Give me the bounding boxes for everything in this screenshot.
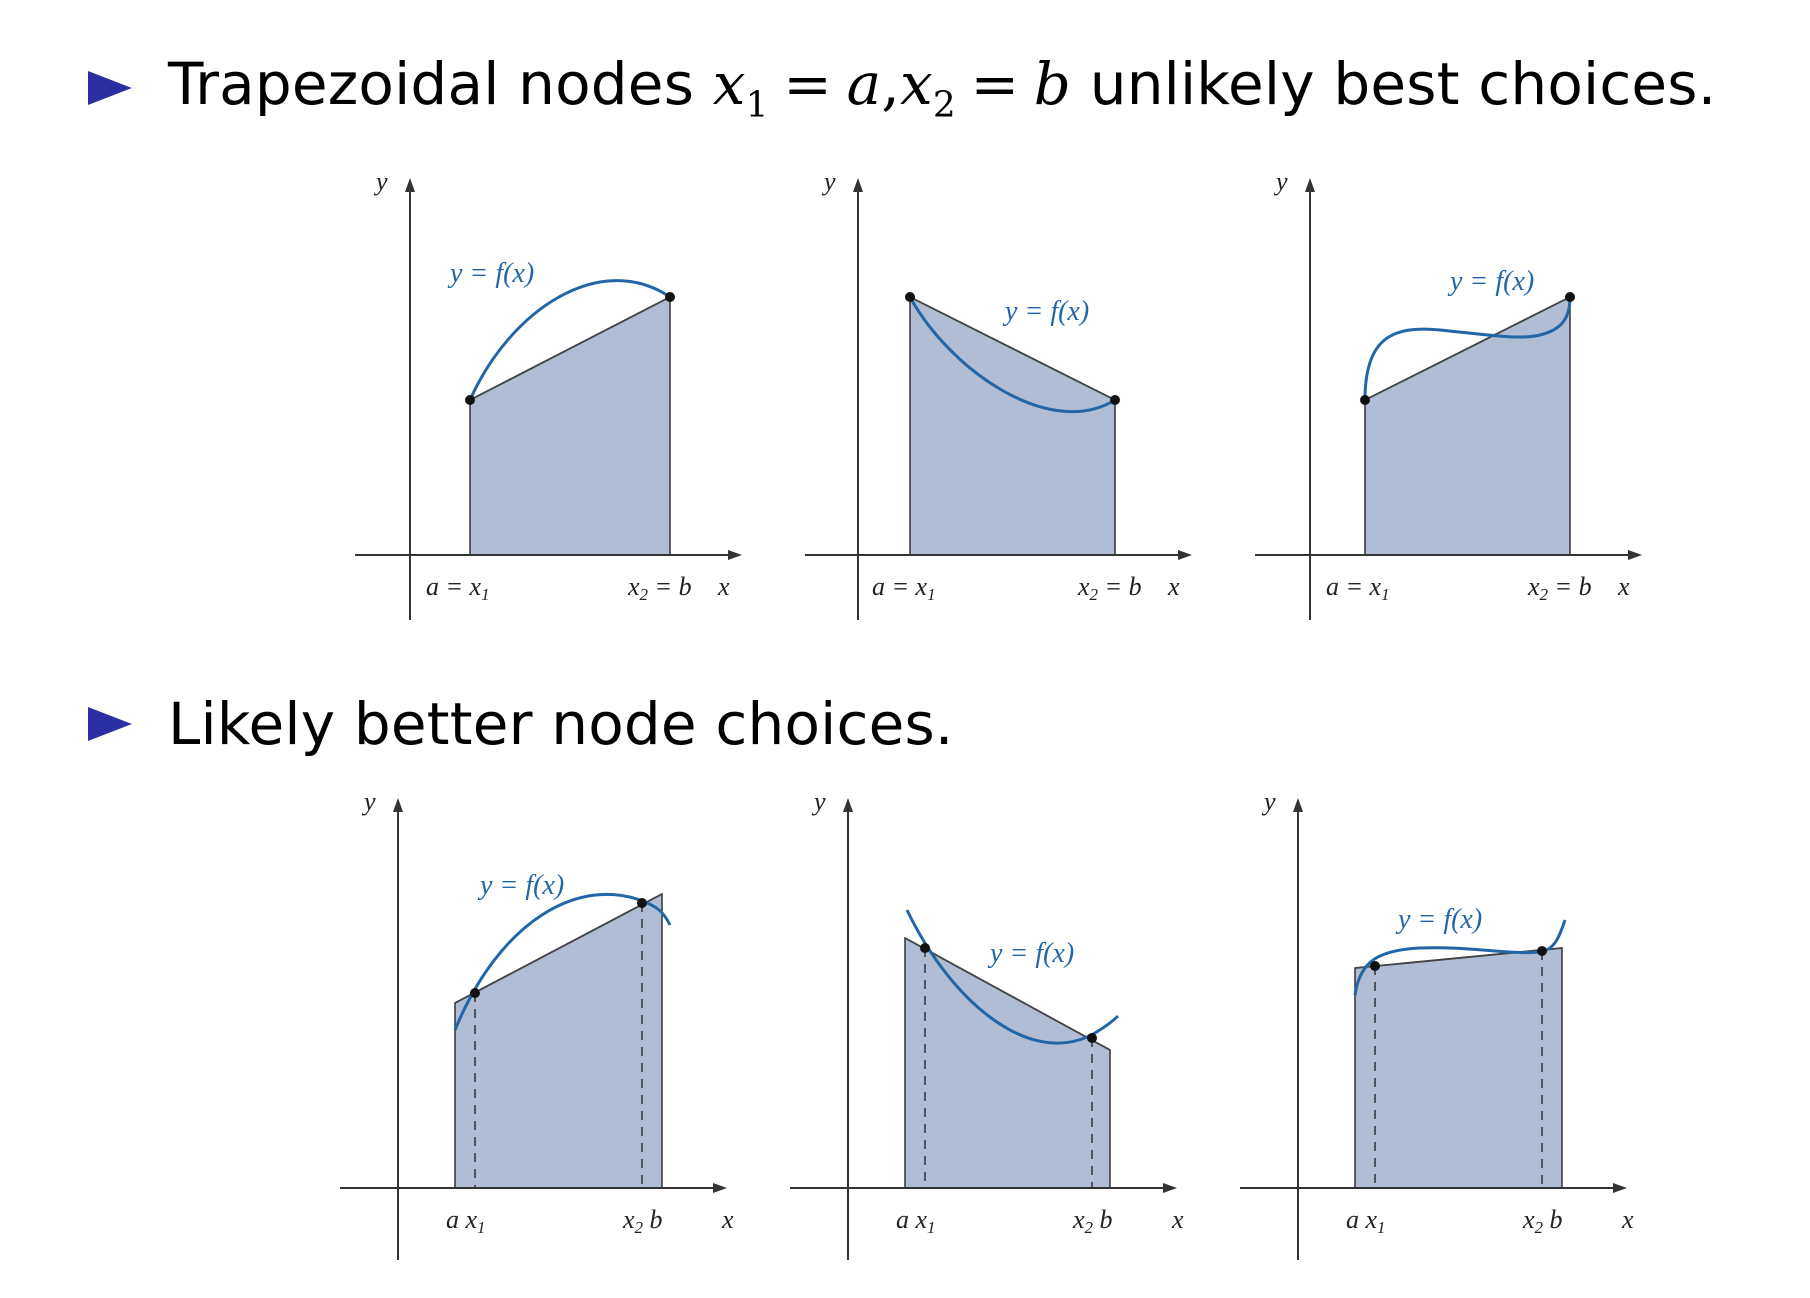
trap-area xyxy=(909,295,1116,556)
a-x1-label: a x1 xyxy=(896,1205,936,1237)
trap-secant xyxy=(909,296,1116,401)
curve xyxy=(908,296,1116,413)
y-label: y xyxy=(1273,167,1288,196)
x2-eq-b-label: x2 = b xyxy=(1077,572,1142,604)
x-arrow-icon xyxy=(1178,550,1192,560)
x-arrow-icon xyxy=(1163,1183,1177,1193)
trap-secant xyxy=(469,296,671,401)
curve xyxy=(468,279,671,401)
curve xyxy=(905,909,1120,1045)
x-arrow-icon xyxy=(1613,1183,1627,1193)
curve xyxy=(1363,296,1572,401)
x-label: x xyxy=(717,572,730,601)
x-arrow-icon xyxy=(728,550,742,560)
y-label: y xyxy=(821,167,836,196)
x2-eq-b-label: x2 = b xyxy=(1527,572,1592,604)
node-point xyxy=(1537,946,1547,956)
y-label: y xyxy=(361,787,376,816)
math-a: a xyxy=(846,50,882,118)
node-point xyxy=(920,943,930,953)
bullet-triangle-icon xyxy=(88,707,132,741)
y-arrow-icon xyxy=(853,178,863,192)
x2-b-label: x2 b xyxy=(1072,1205,1113,1237)
curve-label: y = f(x) xyxy=(477,870,564,901)
bullet-better-nodes: Likely better node choices. xyxy=(88,690,954,758)
gauss-panel-inflection: y y = f(x) a x1 x2 b x xyxy=(1240,787,1634,1260)
trap-panel-decreasing: y y = f(x) a = x1 x2 = b x xyxy=(805,167,1192,620)
a-x1-label: a x1 xyxy=(446,1205,486,1237)
math-x2: x xyxy=(899,50,933,118)
x-label: x xyxy=(721,1205,734,1234)
x-label: x xyxy=(1171,1205,1184,1234)
trap-secant xyxy=(1364,296,1571,401)
bullet-trapezoidal: Trapezoidal nodes x1 = a,x2 = b unlikely bes… xyxy=(88,50,1716,126)
curve-label: y = f(x) xyxy=(1395,904,1482,935)
trap-area xyxy=(1354,947,1563,1189)
trap-area xyxy=(469,295,671,556)
curve-label: y = f(x) xyxy=(1002,296,1089,327)
gauss-panel-decreasing: y y = f(x) a x1 x2 b x xyxy=(790,787,1184,1260)
trap-panel-increasing: y y = f(x) a = x1 x2 = b x xyxy=(355,167,742,620)
node-point xyxy=(1360,395,1370,405)
bullet-1-post: unlikely best choices. xyxy=(1071,50,1717,118)
x-arrow-icon xyxy=(1628,550,1642,560)
x-arrow-icon xyxy=(713,1183,727,1193)
trap-secant xyxy=(454,893,663,1004)
math-x2-sub: 2 xyxy=(932,84,956,126)
x2-eq-b-label: x2 = b xyxy=(627,572,692,604)
y-arrow-icon xyxy=(1305,178,1315,192)
node-point xyxy=(470,988,480,998)
node-point xyxy=(1087,1033,1097,1043)
node-point xyxy=(637,898,647,908)
a-eq-x1-label: a = x1 xyxy=(872,572,936,604)
curve xyxy=(1353,919,1567,996)
math-x1: x xyxy=(712,50,746,118)
trap-panel-inflection: y y = f(x) a = x1 x2 = b x xyxy=(1255,167,1642,620)
y-label: y xyxy=(811,787,826,816)
x-label: x xyxy=(1167,572,1180,601)
y-label: y xyxy=(1261,787,1276,816)
math-comma: , xyxy=(881,50,900,118)
y-arrow-icon xyxy=(843,798,853,812)
x2-b-label: x2 b xyxy=(1522,1205,1563,1237)
bullet-text-better: Likely better node choices. xyxy=(168,690,954,758)
math-eq2: = xyxy=(970,50,1020,118)
y-arrow-icon xyxy=(405,178,415,192)
node-point xyxy=(1370,961,1380,971)
a-eq-x1-label: a = x1 xyxy=(426,572,490,604)
node-point xyxy=(665,292,675,302)
bullet-triangle-icon xyxy=(88,70,132,105)
a-x1-label: a x1 xyxy=(1346,1205,1386,1237)
node-point xyxy=(1565,292,1575,302)
trap-area xyxy=(904,936,1111,1189)
x-label: x xyxy=(1621,1205,1634,1234)
curve-label: y = f(x) xyxy=(447,258,534,289)
node-point xyxy=(905,292,915,302)
curve-label: y = f(x) xyxy=(987,938,1074,969)
math-x1-sub: 1 xyxy=(745,84,769,126)
y-arrow-icon xyxy=(393,798,403,812)
y-arrow-icon xyxy=(1293,798,1303,812)
bullet-text-trapezoidal: Trapezoidal nodes x1 = a,x2 = b unlikely bes… xyxy=(168,50,1716,126)
curve-label: y = f(x) xyxy=(1447,266,1534,297)
y-label: y xyxy=(373,167,388,196)
trap-area xyxy=(454,892,663,1189)
bullet-1-pre: Trapezoidal nodes xyxy=(168,50,713,118)
curve xyxy=(453,892,672,1031)
gauss-panel-increasing: y y = f(x) a x1 x2 b x xyxy=(340,787,734,1260)
node-point xyxy=(465,395,475,405)
node-point xyxy=(1110,395,1120,405)
math-eq1: = xyxy=(783,50,833,118)
a-eq-x1-label: a = x1 xyxy=(1326,572,1390,604)
x-label: x xyxy=(1617,572,1630,601)
math-b: b xyxy=(1033,50,1072,118)
trap-secant xyxy=(904,937,1111,1051)
x2-b-label: x2 b xyxy=(622,1205,663,1237)
